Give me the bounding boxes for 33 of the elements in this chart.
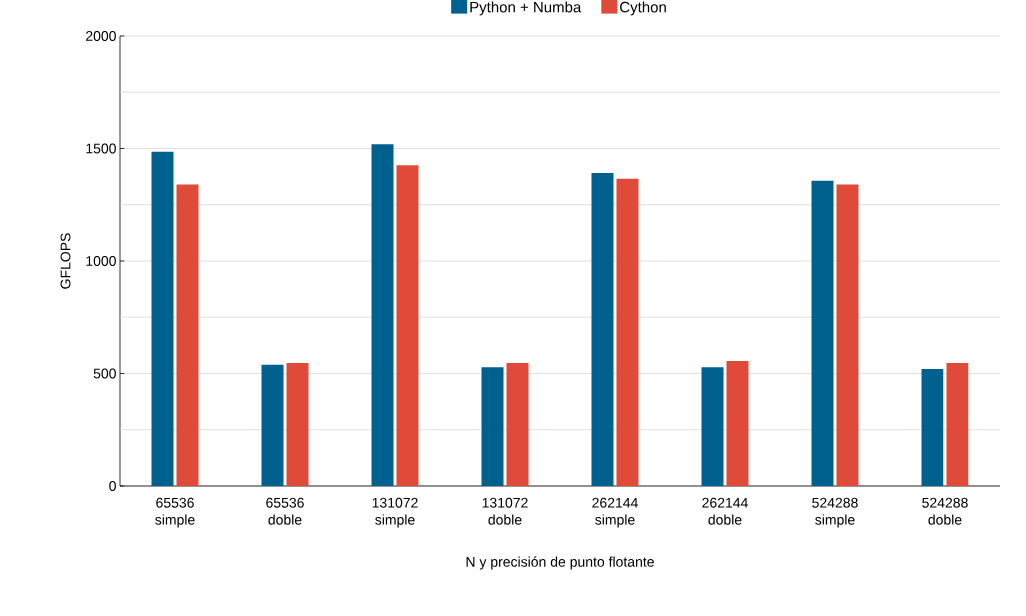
bar bbox=[616, 178, 639, 486]
legend-label: Cython bbox=[620, 1, 666, 16]
x-tick-label: 524288 doble bbox=[922, 497, 968, 525]
bar bbox=[726, 361, 749, 486]
bar bbox=[591, 173, 614, 486]
bar bbox=[176, 184, 199, 486]
y-axis-title: GFLOPS bbox=[60, 233, 71, 289]
y-tick-label: 1500 bbox=[86, 143, 116, 154]
y-tick-label: 500 bbox=[93, 368, 116, 379]
x-tick-label: 65536 doble bbox=[266, 497, 304, 525]
bar bbox=[151, 151, 174, 486]
y-tick-label: 2000 bbox=[86, 31, 116, 41]
x-tick-label: 131072 simple bbox=[372, 497, 418, 528]
x-tick-label: 524288 simple bbox=[812, 497, 858, 528]
bar bbox=[701, 367, 724, 486]
bar bbox=[811, 180, 834, 486]
bar bbox=[506, 362, 529, 486]
x-tick-label: 262144 simple bbox=[592, 497, 638, 528]
bar bbox=[261, 364, 284, 486]
x-tick-label: 262144 doble bbox=[702, 497, 748, 525]
bar bbox=[481, 367, 504, 486]
x-tick-label: 131072 doble bbox=[482, 497, 528, 525]
bar bbox=[396, 165, 419, 486]
bar bbox=[946, 362, 969, 486]
bar bbox=[371, 144, 394, 486]
x-tick-label: 65536 simple bbox=[155, 497, 195, 528]
x-axis-title: N y precisión de punto flotante bbox=[466, 556, 654, 570]
bar bbox=[286, 362, 309, 486]
legend-label: Python + Numba bbox=[470, 1, 582, 16]
y-tick-label: 0 bbox=[109, 481, 116, 491]
bar bbox=[836, 184, 859, 486]
bar bbox=[921, 368, 944, 486]
y-tick-label: 1000 bbox=[86, 256, 116, 266]
